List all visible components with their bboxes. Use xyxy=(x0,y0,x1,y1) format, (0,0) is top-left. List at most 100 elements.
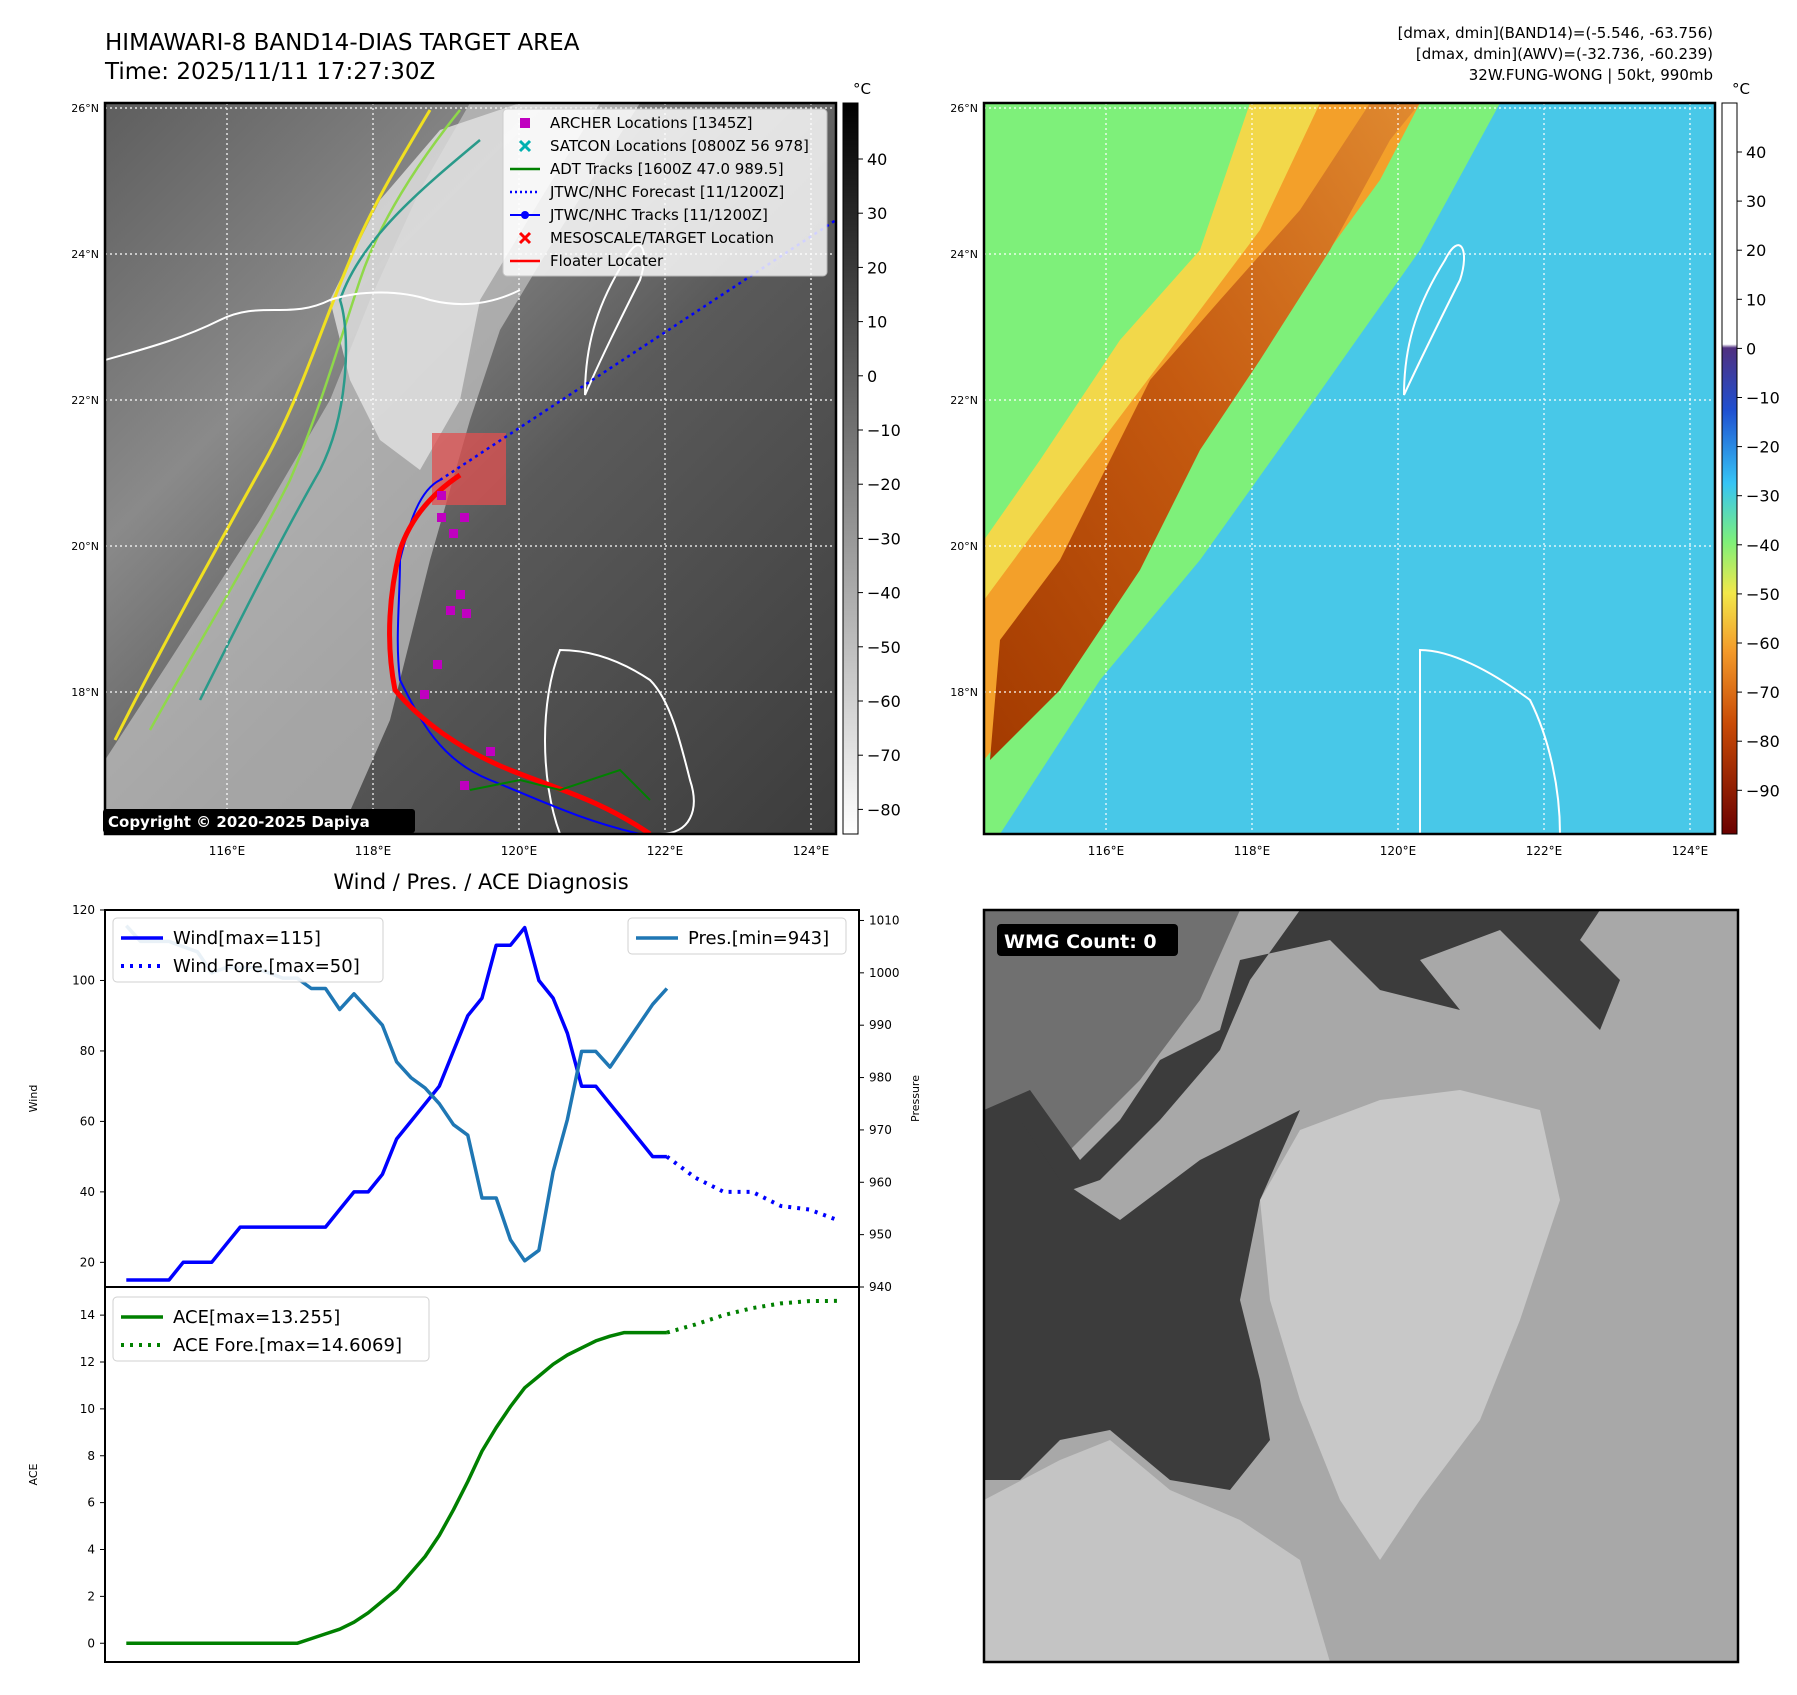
legend-label: JTWC/NHC Forecast [11/1200Z] xyxy=(549,183,784,201)
y2-tick-label: 940 xyxy=(869,1280,892,1294)
archer-markers xyxy=(420,491,495,790)
awv-green-zone xyxy=(984,103,1500,834)
figure-title: HIMAWARI-8 BAND14-DIAS TARGET AREA xyxy=(105,30,580,56)
colorbar-tick-label: 20 xyxy=(867,258,887,277)
contour-teal xyxy=(198,139,481,701)
lat-tick-label: 26°N xyxy=(950,102,978,115)
legend-label: JTWC/NHC Tracks [11/1200Z] xyxy=(549,206,768,224)
lat-tick-label: 22°N xyxy=(950,394,978,407)
wmg-light-region-bottom xyxy=(984,1440,1330,1662)
ir-map-frame xyxy=(103,101,838,836)
y2-tick-label: 980 xyxy=(869,1071,892,1085)
colorbar-tick-label: −10 xyxy=(867,421,901,440)
colorbar-tick-label: −30 xyxy=(867,529,901,548)
lon-tick-label: 122°E xyxy=(1526,844,1563,858)
colorbar-tick-label: −80 xyxy=(867,800,901,819)
chart-legend-label: ACE Fore.[max=14.6069] xyxy=(173,1335,402,1356)
colorbar-tick-label: −40 xyxy=(1746,536,1780,555)
y-tick-label: 80 xyxy=(80,1044,95,1058)
legend-marker-x xyxy=(518,139,532,153)
y-tick-label: 8 xyxy=(87,1449,95,1463)
wind-pressure-chart: 20 40 60 80 100 120 940 950 960 970 980 990 1000 1010… xyxy=(27,903,922,1294)
y2-tick-label: 1010 xyxy=(869,913,900,927)
legend-label: ADT Tracks [1600Z 47.0 989.5] xyxy=(550,160,784,178)
y2-tick-label: 990 xyxy=(869,1018,892,1032)
colorbar-tick-label: 0 xyxy=(1746,339,1756,358)
colorbar-tick-label: −80 xyxy=(1746,732,1780,751)
wmg-panel xyxy=(984,910,1738,1662)
ir-colorbar-unit: °C xyxy=(853,80,871,98)
awv-coastline-luzon xyxy=(1419,648,1562,834)
colorbar-tick-label: −50 xyxy=(867,638,901,657)
map-tick-labels: 26°N 24°N 22°N 20°N 18°N 116°E 118°E 120°E 122°E… xyxy=(71,102,1708,858)
y-tick-label: 100 xyxy=(72,973,95,987)
chart-legend-label: ACE[max=13.255] xyxy=(173,1307,340,1328)
contour-green xyxy=(148,109,461,731)
lon-tick-label: 116°E xyxy=(209,844,246,858)
y-tick-label: 6 xyxy=(87,1496,95,1510)
ir-colorbar xyxy=(842,102,859,835)
chart-legend-label: Wind[max=115] xyxy=(173,928,321,949)
colorbar-tick-label: −40 xyxy=(867,584,901,603)
y-tick-label: 20 xyxy=(80,1255,95,1269)
lon-tick-label: 120°E xyxy=(501,844,538,858)
stats-awv: [dmax, dmin](AWV)=(-32.736, -60.239) xyxy=(1416,45,1713,63)
lon-tick-label: 118°E xyxy=(1234,844,1271,858)
y-tick-label: 4 xyxy=(87,1543,95,1557)
colorbar-tick-label: −20 xyxy=(1746,438,1780,457)
awv-map-panel xyxy=(984,103,1715,834)
diagnosis-title: Wind / Pres. / ACE Diagnosis xyxy=(333,870,628,894)
lat-tick-label: 26°N xyxy=(71,102,99,115)
chart-legend-box xyxy=(112,917,384,983)
colorbar-tick-label: −60 xyxy=(1746,634,1780,653)
legend-marker-dot xyxy=(521,211,529,219)
lon-tick-label: 124°E xyxy=(793,844,830,858)
awv-coastline-taiwan xyxy=(1403,244,1466,396)
colorbar-tick-label: −50 xyxy=(1746,585,1780,604)
lon-tick-label: 122°E xyxy=(647,844,684,858)
wmg-dark-region-left xyxy=(984,1110,1300,1490)
ir-colorbar-ticks: 40 30 20 10 0 −10 −20 −30 −40 −50 −60 −70 −80 xyxy=(858,150,901,819)
lat-tick-label: 22°N xyxy=(71,394,99,407)
storm-info: 32W.FUNG-WONG | 50kt, 990mb xyxy=(1469,66,1713,84)
series-line-0 xyxy=(126,1330,667,1646)
lon-tick-label: 118°E xyxy=(355,844,392,858)
y2-tick-label: 970 xyxy=(869,1123,892,1137)
y2-tick-label: 950 xyxy=(869,1228,892,1242)
colorbar-tick-label: −90 xyxy=(1746,781,1780,800)
awv-colorbar-ticks: 40 30 20 10 0 −10 −20 −30 −40 −50 −60 −70 −80 −90 xyxy=(1737,143,1780,800)
y2-tick-label: 1000 xyxy=(869,966,900,980)
y-axis-label: Wind xyxy=(27,1085,40,1113)
ace-chart: 0 2 4 6 8 10 12 14 ACE ACE[max=13.255] ACE Fore.[m… xyxy=(27,1286,860,1663)
wmg-light-region-center xyxy=(1260,1090,1560,1560)
colorbar-tick-label: 40 xyxy=(867,150,887,169)
colorbar-tick-label: −10 xyxy=(1746,389,1780,408)
legend-marker-archer xyxy=(520,118,530,128)
colorbar-tick-label: 30 xyxy=(867,204,887,223)
chart-legend-box xyxy=(112,1296,430,1362)
coastline-china xyxy=(105,289,521,361)
ir-map-legend: ARCHER Locations [1345Z] SATCON Locations… xyxy=(502,108,828,277)
wmg-frame xyxy=(982,908,1740,1664)
awv-dry-core xyxy=(990,103,1420,760)
chart-legend-box xyxy=(627,917,847,955)
lon-tick-label: 116°E xyxy=(1088,844,1125,858)
y-axis-label: ACE xyxy=(27,1463,40,1485)
y2-axis-label: Pressure xyxy=(909,1075,922,1122)
copyright-badge xyxy=(103,809,415,833)
copyright-text: Copyright © 2020-2025 Dapiya xyxy=(108,813,370,831)
colorbar-tick-label: 20 xyxy=(1746,241,1766,260)
stats-band14: [dmax, dmin](BAND14)=(-5.546, -63.756) xyxy=(1398,24,1713,42)
chart-legend-label: Pres.[min=943] xyxy=(688,928,829,949)
series-line-1 xyxy=(665,1154,839,1222)
lat-tick-label: 20°N xyxy=(950,540,978,553)
legend-box xyxy=(502,108,828,277)
awv-map-gridlines xyxy=(984,103,1715,834)
wmg-count-badge xyxy=(997,924,1178,956)
colorbar-tick-label: −70 xyxy=(1746,683,1780,702)
y2-tick-label: 960 xyxy=(869,1175,892,1189)
lon-tick-label: 124°E xyxy=(1672,844,1709,858)
legend-label: SATCON Locations [0800Z 56 978] xyxy=(550,137,809,155)
chart-frame xyxy=(104,1286,860,1663)
